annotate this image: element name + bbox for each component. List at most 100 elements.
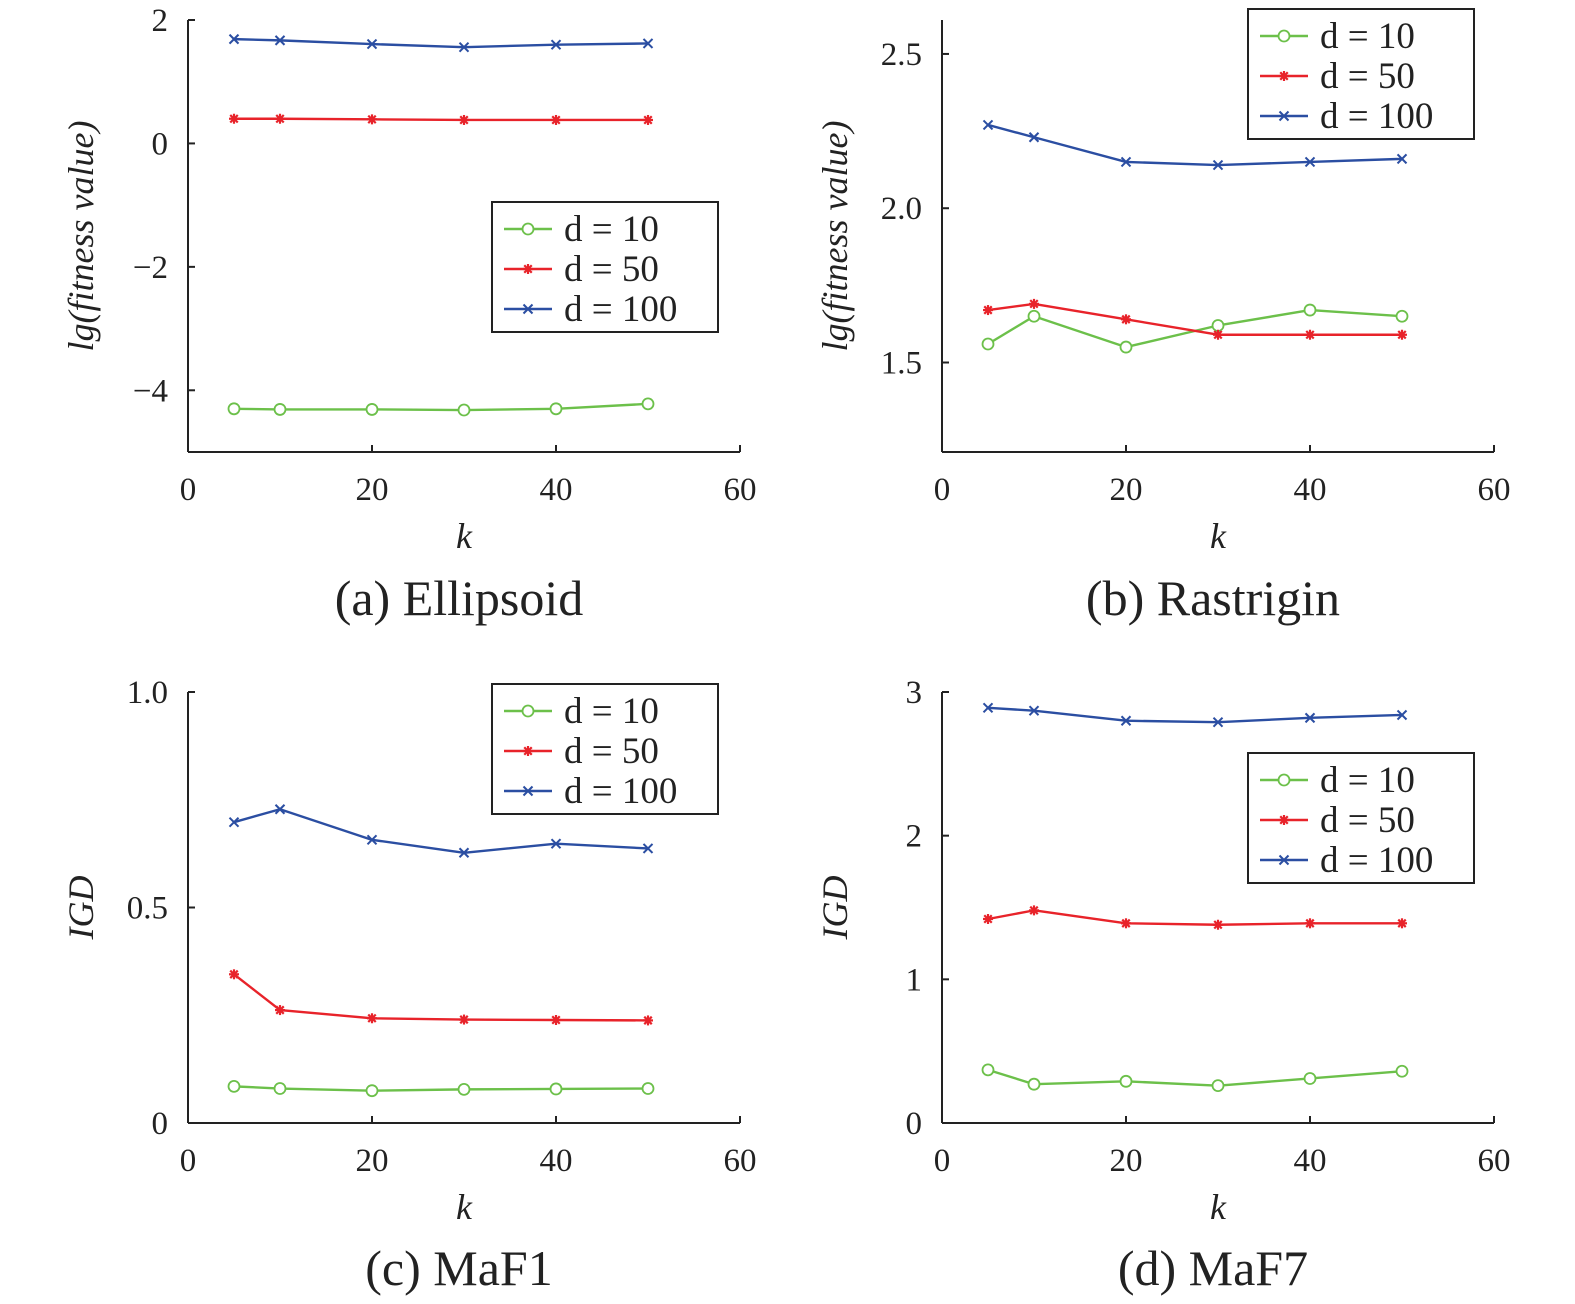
data-point-d50 — [275, 1005, 285, 1016]
legend: d = 10d = 50d = 100 — [491, 201, 719, 333]
data-point-d50 — [229, 969, 239, 980]
x-tick-label: 0 — [934, 1143, 951, 1179]
x-tick-label: 60 — [1478, 1143, 1511, 1179]
series-line-d100 — [233, 808, 649, 854]
x-tick-label: 40 — [1294, 1143, 1327, 1179]
legend-marker-d50 — [1279, 71, 1289, 81]
data-point-d50 — [983, 913, 993, 924]
series-line-d50 — [987, 909, 1402, 926]
x-tick-label: 20 — [1110, 472, 1143, 508]
legend-marker-d100 — [522, 303, 534, 315]
data-point-d50 — [1397, 329, 1407, 340]
data-point-d50 — [551, 1014, 561, 1025]
data-point-d10 — [1211, 319, 1225, 332]
data-point-d10 — [365, 1084, 379, 1098]
x-axis-label: k — [1210, 516, 1227, 556]
data-point-d10 — [549, 1082, 563, 1096]
x-axis-label: k — [456, 1187, 473, 1227]
data-point-d50 — [1213, 919, 1223, 930]
data-point-d100 — [1028, 132, 1040, 143]
data-point-d100 — [1212, 716, 1224, 728]
data-point-d100 — [366, 38, 378, 50]
legend-label-d10: d = 10 — [564, 691, 659, 732]
data-point-d100 — [1028, 705, 1040, 716]
data-point-d10 — [1119, 340, 1133, 354]
series-line-d10 — [233, 402, 649, 412]
y-axis-label: lg(fitness value) — [61, 121, 101, 352]
y-tick-label: 2 — [906, 819, 923, 855]
legend-label-d50: d = 50 — [1320, 800, 1415, 841]
y-tick-label: 0 — [152, 1106, 169, 1142]
legend-label-d50: d = 50 — [564, 731, 659, 772]
data-point-d100 — [982, 702, 994, 714]
data-point-d50 — [643, 114, 653, 125]
legend-label-d50: d = 50 — [564, 249, 659, 290]
data-point-d100 — [274, 804, 286, 815]
subplot-caption: (d) MaF7 — [1118, 1240, 1308, 1296]
data-point-d50 — [459, 1014, 469, 1025]
y-tick-label: 0.5 — [127, 891, 168, 927]
x-tick-label: 40 — [540, 472, 573, 508]
data-point-d10 — [227, 1079, 241, 1093]
data-point-d100 — [1396, 153, 1408, 165]
data-point-d10 — [273, 403, 287, 416]
subplot-maf1: 0 20 40 60 0 0.5 1.0 k IGD (c) MaF1 d = 10d = 50d … — [61, 675, 757, 1296]
data-point-d100 — [1212, 159, 1224, 171]
data-point-d10 — [273, 1082, 287, 1095]
series-line-d100 — [233, 37, 649, 49]
data-point-d50 — [1029, 905, 1039, 916]
y-tick-label: 1.0 — [127, 675, 168, 711]
data-point-d10 — [1027, 309, 1041, 323]
x-axis-label: k — [1210, 1187, 1227, 1227]
legend-marker-d50 — [1279, 815, 1289, 825]
subplot-caption: (c) MaF1 — [365, 1240, 552, 1296]
data-point-d50 — [551, 114, 561, 125]
legend-label-d10: d = 10 — [1320, 16, 1415, 57]
data-point-d10 — [457, 1082, 471, 1096]
data-point-d50 — [367, 114, 377, 125]
legend-marker-d100 — [1278, 110, 1290, 122]
y-tick-label: 2.0 — [881, 191, 922, 227]
data-point-d10 — [1027, 1077, 1041, 1091]
legend: d = 10d = 50d = 100 — [1247, 752, 1475, 884]
y-tick-label: 1.5 — [881, 346, 922, 382]
data-point-d100 — [550, 39, 562, 50]
data-point-d10 — [1211, 1079, 1225, 1093]
data-point-d50 — [1213, 329, 1223, 340]
x-axis-label: k — [456, 516, 473, 556]
series-line-d10 — [987, 308, 1403, 349]
legend-marker-d100 — [522, 785, 534, 797]
data-point-d100 — [228, 816, 240, 828]
y-tick-label: −2 — [133, 250, 168, 286]
x-tick-label: 20 — [356, 472, 389, 508]
data-point-d10 — [457, 403, 471, 417]
data-point-d50 — [1029, 298, 1039, 309]
data-point-d100 — [550, 838, 562, 849]
data-point-d50 — [367, 1013, 377, 1024]
data-point-d50 — [1305, 918, 1315, 929]
subplot-ellipsoid: 0 20 40 60 −4 −2 0 2 k lg(fitness value) (a) Ellip… — [61, 3, 757, 626]
data-point-d10 — [641, 397, 655, 411]
legend-marker-d50 — [523, 746, 533, 756]
x-tick-label: 40 — [540, 1143, 573, 1179]
data-point-d50 — [1121, 314, 1131, 325]
data-point-d10 — [1303, 1072, 1317, 1085]
series-line-d50 — [234, 117, 648, 122]
legend-label-d10: d = 10 — [1320, 760, 1415, 801]
series-line-d10 — [987, 1068, 1403, 1087]
y-tick-label: 1 — [906, 962, 923, 998]
subplot-caption: (a) Ellipsoid — [335, 570, 584, 626]
legend-marker-d10 — [521, 222, 535, 236]
data-point-d10 — [981, 337, 995, 351]
data-point-d50 — [229, 113, 239, 124]
series-line-d50 — [987, 302, 1402, 336]
subplot-caption: (b) Rastrigin — [1086, 570, 1340, 626]
y-tick-label: 0 — [906, 1106, 923, 1142]
legend-marker-d10 — [1277, 29, 1291, 43]
data-point-d10 — [549, 402, 563, 416]
data-point-d100 — [982, 119, 994, 131]
x-tick-label: 0 — [934, 472, 951, 508]
data-point-d50 — [275, 113, 285, 124]
legend-label-d100: d = 100 — [1320, 840, 1433, 881]
